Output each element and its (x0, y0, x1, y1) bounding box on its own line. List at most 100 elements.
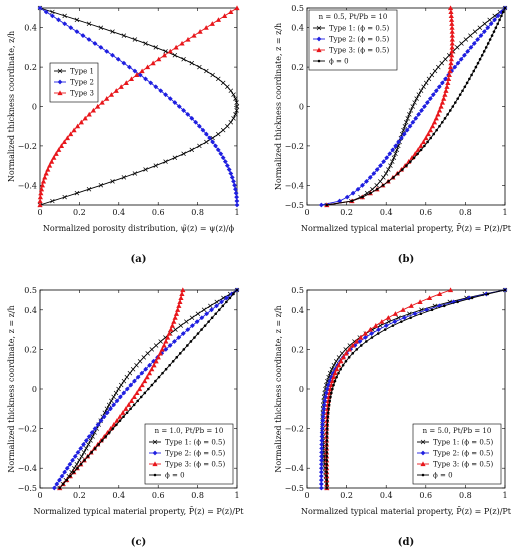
data-point (343, 347, 348, 352)
data-point (446, 113, 449, 116)
data-point (470, 296, 474, 300)
data-point (463, 37, 469, 42)
legend-marker (316, 25, 322, 31)
data-point (167, 343, 173, 348)
series-line (39, 7, 238, 206)
data-point (120, 410, 126, 415)
data-point (449, 48, 455, 54)
data-point (423, 144, 426, 148)
data-point (108, 92, 115, 97)
data-point (234, 202, 240, 208)
data-point (128, 398, 135, 403)
data-point (175, 307, 181, 312)
data-point (325, 431, 329, 434)
data-point (404, 120, 409, 125)
data-point (319, 461, 324, 467)
data-point (327, 403, 331, 407)
legend-label: Type 1: (ϕ = 0.5) (329, 25, 389, 33)
y-tick-label: 0.5 (291, 286, 304, 295)
data-point (150, 383, 154, 387)
data-point (158, 88, 164, 94)
data-point (98, 418, 104, 424)
data-point (148, 80, 154, 86)
data-point (392, 311, 399, 316)
data-point (164, 367, 168, 371)
x-tick-label: 0.6 (152, 208, 165, 217)
legend-label: Type 3: (ϕ = 0.5) (433, 461, 493, 469)
data-point (463, 85, 467, 89)
data-point (494, 26, 498, 30)
data-point (147, 362, 152, 368)
data-point (199, 315, 205, 321)
data-point (447, 287, 454, 293)
data-point (449, 44, 455, 50)
data-point (142, 378, 148, 384)
legend-label: Type 1: (ϕ = 0.5) (433, 439, 493, 447)
data-point (114, 418, 120, 423)
data-point (38, 186, 45, 192)
data-point (135, 374, 141, 380)
data-point (329, 378, 335, 384)
data-point (325, 443, 329, 446)
data-point (65, 478, 69, 482)
legend-box (308, 9, 398, 71)
data-point (172, 339, 177, 344)
x-tick-label: 0 (304, 208, 309, 217)
data-point (392, 176, 395, 179)
data-point (402, 123, 408, 129)
data-point (128, 382, 134, 388)
data-point (498, 18, 501, 22)
data-point (339, 367, 342, 371)
legend-label: Type 2: (ϕ = 0.5) (165, 450, 225, 458)
data-point (419, 148, 423, 152)
legend-marker (152, 439, 158, 445)
data-point (424, 307, 430, 313)
data-point (200, 127, 206, 133)
data-point (319, 457, 324, 463)
data-point (355, 186, 361, 192)
data-point (319, 430, 325, 435)
data-point (159, 346, 165, 352)
data-point (67, 461, 73, 467)
y-tick-label: 0.2 (24, 63, 37, 72)
data-point (235, 288, 239, 292)
data-point (383, 328, 387, 331)
x-axis-label: Normalized typical material property, P̄… (301, 224, 512, 233)
data-point (371, 171, 377, 176)
y-tick-label: 0.4 (24, 306, 37, 315)
data-point (69, 474, 72, 478)
data-point (214, 299, 220, 305)
data-point (75, 123, 81, 129)
data-point (487, 17, 492, 23)
data-point (83, 458, 86, 462)
data-point (471, 41, 477, 46)
x-tick-label: 0.6 (152, 491, 165, 500)
data-point (195, 311, 201, 317)
data-point (410, 119, 416, 125)
data-point (215, 147, 221, 153)
data-point (344, 359, 348, 363)
data-point (43, 170, 49, 176)
data-point (189, 115, 195, 121)
data-point (458, 56, 464, 62)
data-point (217, 308, 221, 312)
data-point (231, 116, 236, 121)
data-point (410, 104, 415, 109)
data-point (427, 96, 433, 102)
data-point (441, 96, 447, 101)
data-point (373, 323, 379, 328)
data-point (430, 92, 436, 98)
data-point (184, 319, 189, 324)
data-point (37, 194, 43, 200)
data-point (101, 414, 107, 420)
data-point (129, 407, 132, 411)
data-point (325, 466, 329, 470)
data-point (232, 292, 235, 296)
data-point (234, 194, 240, 200)
y-tick-label: 0.4 (291, 24, 304, 33)
data-point (191, 32, 197, 38)
data-point (173, 44, 179, 50)
data-point (189, 60, 195, 66)
data-point (503, 6, 507, 10)
data-point (68, 131, 74, 137)
